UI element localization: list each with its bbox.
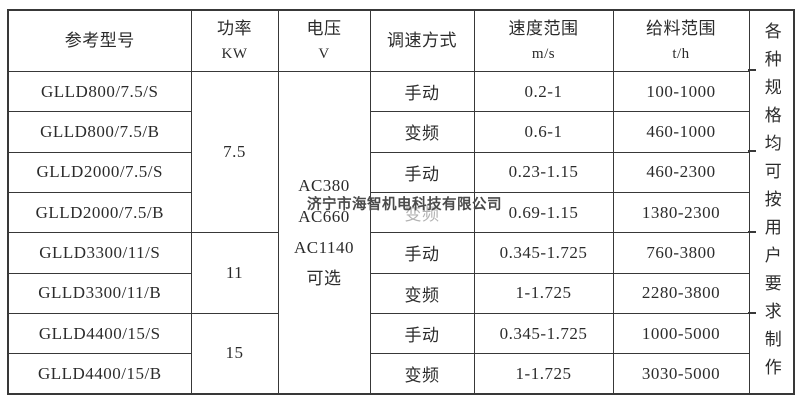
power-group-cell: 11 xyxy=(190,232,279,314)
gridline-tick xyxy=(748,312,756,314)
speed-cell: 1-1.725 xyxy=(473,353,614,395)
mode-cell: 变频 xyxy=(369,111,475,153)
speed-cell: 0.2-1 xyxy=(473,70,614,113)
feed-cell: 3030-5000 xyxy=(612,353,750,395)
speed-cell: 0.69-1.15 xyxy=(473,191,614,234)
header-power-label: 功率 xyxy=(217,18,252,38)
voltage-option: AC1140 xyxy=(294,238,354,258)
table-row: GLLD800/7.5/S 7.5 AC380 AC660 AC1140 可选 … xyxy=(7,70,794,395)
side-note-text: 各种规格均可按用户要求制作 xyxy=(761,21,781,386)
header-model-label: 参考型号 xyxy=(64,30,135,50)
header-voltage-label: 电压 xyxy=(306,18,342,38)
header-power: 功率 KW xyxy=(190,9,279,72)
header-speed-label: 速度范围 xyxy=(508,18,579,38)
model-cell: GLLD800/7.5/S xyxy=(7,70,192,113)
feed-cell: 1000-5000 xyxy=(612,312,750,355)
table-row: GLLD4400/15/S 15 手动 0.345-1.725 1000-500… xyxy=(7,312,794,395)
voltage-cell: AC380 AC660 AC1140 可选 xyxy=(277,70,371,395)
header-mode: 调速方式 xyxy=(369,9,475,72)
header-mode-label: 调速方式 xyxy=(387,30,457,50)
header-voltage-unit: V xyxy=(318,45,330,62)
mode-cell: 手动 xyxy=(369,151,475,193)
mode-cell: 手动 xyxy=(369,70,475,113)
header-feed: 给料范围 t/h xyxy=(612,9,750,72)
feed-cell: 100-1000 xyxy=(612,70,750,113)
model-cell: GLLD2000/7.5/S xyxy=(7,151,192,193)
header-voltage: 电压 V xyxy=(277,9,371,72)
mode-cell: 变频 xyxy=(369,191,475,234)
model-cell: GLLD4400/15/B xyxy=(7,353,192,395)
header-speed: 速度范围 m/s xyxy=(473,9,614,72)
mode-cell: 变频 xyxy=(369,272,475,314)
power-group-cell: 15 xyxy=(190,312,279,395)
feed-cell: 760-3800 xyxy=(612,232,750,274)
feed-cell: 460-1000 xyxy=(612,111,750,153)
gridline-tick xyxy=(748,69,756,71)
table-row: GLLD4400/15/B 变频 1-1.725 3030-5000 xyxy=(7,353,794,395)
speed-cell: 0.23-1.15 xyxy=(473,151,614,193)
speed-cell: 1-1.725 xyxy=(473,272,614,314)
feed-cell: 460-2300 xyxy=(612,151,750,193)
model-cell: GLLD4400/15/S xyxy=(7,312,192,355)
header-power-unit: KW xyxy=(221,45,248,62)
table-row: GLLD800/7.5/B 变频 0.6-1 460-1000 xyxy=(7,111,794,153)
header-speed-unit: m/s xyxy=(531,45,556,62)
power-group-cell: 7.5 xyxy=(190,70,279,234)
voltage-option: AC380 xyxy=(298,176,350,196)
table-row: GLLD3300/11/B 变频 1-1.725 2280-3800 xyxy=(7,272,794,314)
model-cell: GLLD800/7.5/B xyxy=(7,111,192,153)
voltage-option: AC660 xyxy=(298,207,350,227)
side-note-cell: 各种规格均可按用户要求制作 xyxy=(748,9,795,395)
header-feed-unit: t/h xyxy=(672,45,690,62)
table-row: GLLD2000/7.5/S 手动 0.23-1.15 460-2300 xyxy=(7,151,794,193)
speed-cell: 0.345-1.725 xyxy=(473,312,614,355)
speed-cell: 0.345-1.725 xyxy=(473,232,614,274)
feed-cell: 2280-3800 xyxy=(612,272,750,314)
speed-cell: 0.6-1 xyxy=(473,111,614,153)
header-row: 参考型号 功率 KW 电压 V 调速方式 速度范围 m/s 给料范围 t/h xyxy=(7,9,795,395)
gridline-tick xyxy=(748,231,756,233)
feed-cell: 1380-2300 xyxy=(612,191,750,234)
spec-table: 参考型号 功率 KW 电压 V 调速方式 速度范围 m/s 给料范围 t/h xyxy=(7,9,795,395)
mode-cell: 手动 xyxy=(369,312,475,355)
header-model: 参考型号 xyxy=(7,9,192,72)
model-cell: GLLD2000/7.5/B xyxy=(7,191,192,234)
mode-cell: 变频 xyxy=(369,353,475,395)
table-row: GLLD3300/11/S 11 手动 0.345-1.725 760-3800 xyxy=(7,232,794,314)
gridline-tick xyxy=(748,150,756,152)
voltage-option: 可选 xyxy=(306,269,342,289)
company-watermark: 济宁市海智机电科技有限公司 xyxy=(307,197,502,213)
model-cell: GLLD3300/11/B xyxy=(7,272,192,314)
model-cell: GLLD3300/11/S xyxy=(7,232,192,274)
mode-cell: 手动 xyxy=(369,232,475,274)
header-feed-label: 给料范围 xyxy=(646,18,716,38)
